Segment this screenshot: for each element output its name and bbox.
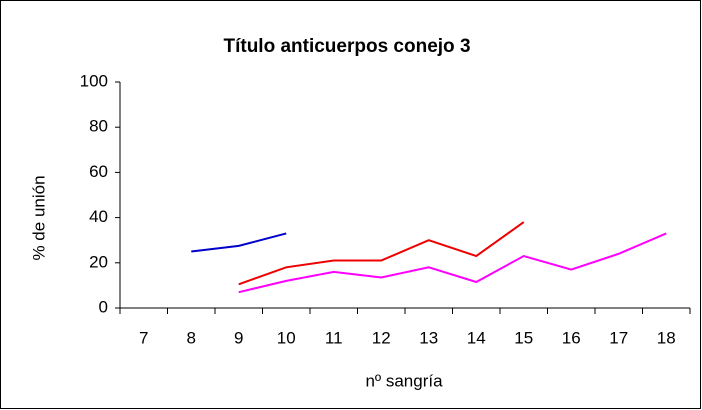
y-axis-title: % de unión <box>29 175 48 260</box>
y-tick-label: 60 <box>89 162 108 181</box>
x-tick-label: 16 <box>562 328 581 347</box>
x-tick-label: 15 <box>514 328 533 347</box>
x-tick-label: 10 <box>277 328 296 347</box>
y-tick-label: 80 <box>89 117 108 136</box>
series-line <box>238 221 525 286</box>
x-tick-label: 18 <box>657 328 676 347</box>
x-tick-label: 12 <box>372 328 391 347</box>
x-tick-label: 14 <box>467 328 486 347</box>
x-tick-label: 9 <box>234 328 243 347</box>
x-tick-label: 11 <box>325 328 343 347</box>
y-tick-label: 100 <box>80 71 108 90</box>
x-tick-label: 17 <box>609 328 628 347</box>
y-tick-label: 40 <box>89 207 108 226</box>
x-tick-label: 13 <box>419 328 438 347</box>
series-line <box>191 232 287 253</box>
x-tick-label: 8 <box>187 328 196 347</box>
y-tick-label: 0 <box>99 297 108 316</box>
x-tick-label: 7 <box>139 328 148 347</box>
y-tick-label: 20 <box>89 252 108 271</box>
chart-title: Título anticuerpos conejo 3 <box>223 36 470 57</box>
series-line <box>238 232 667 294</box>
x-axis-title: nº sangría <box>365 371 443 390</box>
